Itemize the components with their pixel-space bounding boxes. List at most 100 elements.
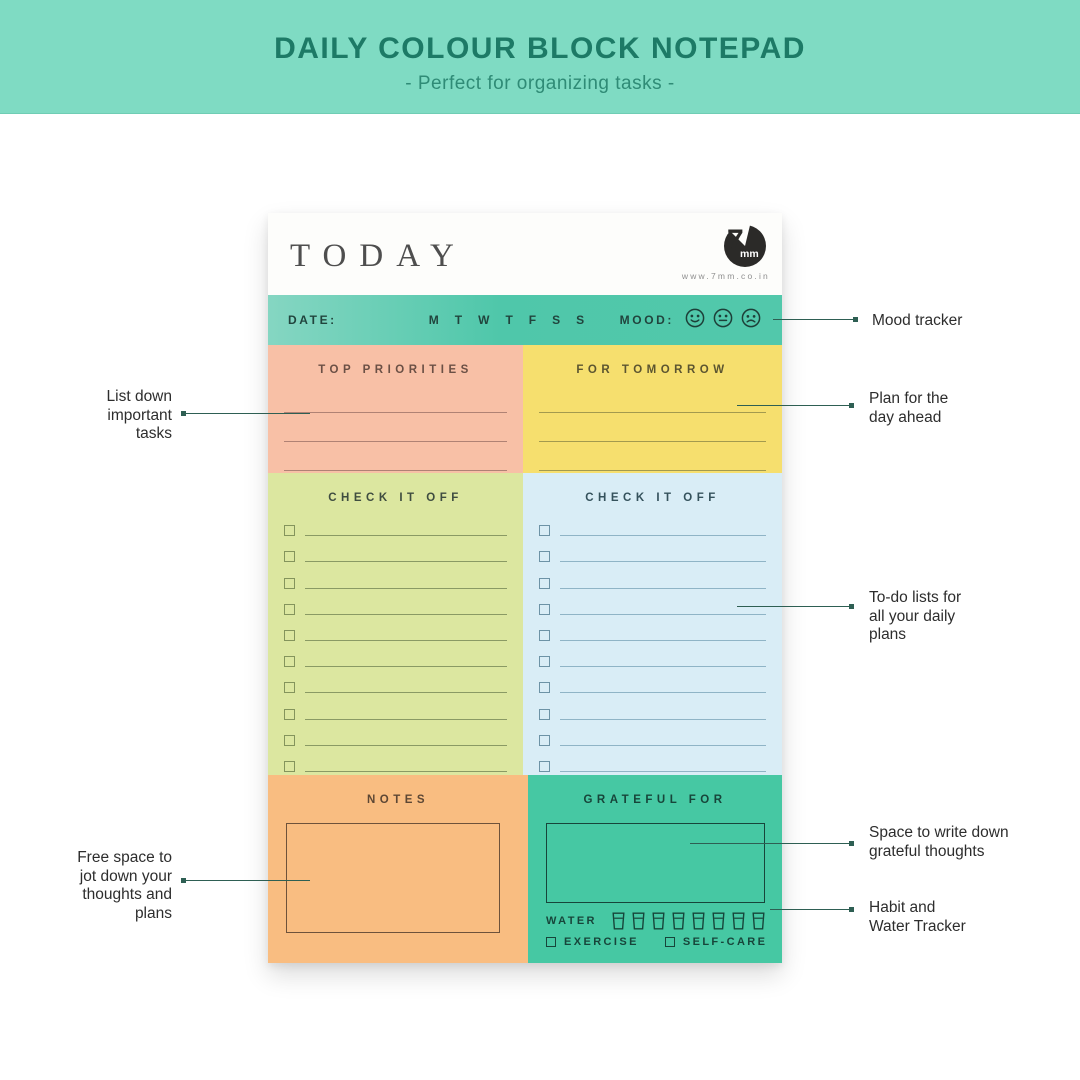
brand-7mm-logo-icon: 7 mm (718, 219, 766, 267)
writing-line (305, 561, 507, 563)
writing-line (284, 442, 507, 471)
water-cup-icon (671, 912, 686, 930)
callout-habit-water: Habit and Water Tracker (869, 899, 966, 935)
checkbox-icon (539, 525, 550, 537)
writing-line (284, 413, 507, 442)
checklist-row (539, 536, 766, 563)
priorities-callout-dot (181, 411, 186, 416)
writing-line (539, 413, 766, 442)
check-it-off-row: CHECK IT OFF CHECK IT OFF (268, 473, 782, 775)
brand-seven-text: 7 (727, 224, 744, 257)
banner-subtitle: - Perfect for organizing tasks - (405, 73, 675, 94)
tomorrow-callout-line (737, 405, 851, 406)
grateful-callout-dot (849, 841, 854, 846)
checklist-row (284, 641, 507, 668)
writing-line (305, 744, 507, 746)
top-priorities-lines (268, 376, 523, 471)
checkbox-icon (546, 937, 556, 947)
callout-list-down-tasks: List down important tasks (106, 388, 172, 442)
notepad-header: TODAY 7 mm www.7mm.co.in (268, 213, 782, 295)
checklist-row (539, 693, 766, 720)
weekday-letter: M (428, 313, 439, 327)
notes-grateful-row: NOTES GRATEFUL FOR WATER EXERCISE SELF-CA… (268, 775, 782, 963)
checklist-row (539, 510, 766, 537)
check-rows-left (268, 510, 523, 772)
writing-line (305, 718, 507, 720)
mood-label: MOOD: (619, 313, 674, 327)
checklist-row (284, 746, 507, 772)
water-callout-line (770, 909, 851, 910)
checkbox-icon (284, 629, 295, 641)
writing-line (560, 613, 766, 615)
water-cup-icon (731, 912, 746, 930)
writing-line (560, 639, 766, 641)
notes-block: NOTES (268, 775, 528, 963)
checkbox-icon (539, 603, 550, 615)
writing-line (560, 692, 766, 694)
checkbox-icon (284, 760, 295, 772)
happy-face-icon (684, 307, 706, 334)
checklist-row (539, 746, 766, 772)
notes-title: NOTES (366, 794, 430, 806)
grateful-writing-box (546, 823, 765, 903)
checkbox-icon (284, 682, 295, 694)
habits-row: EXERCISE SELF-CARE (546, 936, 782, 948)
habit-label: EXERCISE (564, 936, 639, 948)
grateful-block: GRATEFUL FOR WATER EXERCISE SELF-CARE (528, 775, 782, 963)
writing-line (305, 692, 507, 694)
writing-line (305, 770, 507, 772)
todo-callout-line (737, 606, 851, 607)
checkbox-icon (539, 734, 550, 746)
writing-line (284, 384, 507, 413)
callout-todo-lists: To-do lists for all your daily plans (869, 589, 962, 643)
checklist-row (284, 510, 507, 537)
checkbox-icon (539, 682, 550, 694)
water-cup-icon (691, 912, 706, 930)
water-cup-icon (711, 912, 726, 930)
writing-line (560, 535, 766, 537)
weekday-letter: S (576, 313, 585, 327)
weekday-letter: W (478, 313, 490, 327)
priorities-tomorrow-row: TOP PRIORITIES FOR TOMORROW (268, 345, 782, 473)
writing-line (560, 744, 766, 746)
callout-free-space: Free space to jot down your thoughts and… (77, 849, 172, 922)
for-tomorrow-block: FOR TOMORROW (523, 345, 782, 473)
writing-line (305, 639, 507, 641)
notes-writing-box (286, 823, 500, 933)
checklist-row (539, 641, 766, 668)
top-banner: DAILY COLOUR BLOCK NOTEPAD - Perfect for… (0, 0, 1080, 114)
neutral-face-icon (712, 307, 734, 334)
writing-line (305, 613, 507, 615)
checkbox-icon (539, 708, 550, 720)
checkbox-icon (539, 656, 550, 668)
checklist-row (284, 589, 507, 615)
writing-line (539, 442, 766, 471)
checklist-row (284, 615, 507, 641)
checklist-row (539, 589, 766, 615)
notes-callout-dot (181, 878, 186, 883)
brand-website: www.7mm.co.in (681, 271, 770, 281)
writing-line (539, 384, 766, 413)
water-cup-icon (631, 912, 646, 930)
checkbox-icon (284, 734, 295, 746)
sad-face-icon (740, 307, 762, 334)
banner-title: DAILY COLOUR BLOCK NOTEPAD (274, 32, 806, 65)
water-callout-dot (849, 907, 854, 912)
writing-line (560, 718, 766, 720)
habit-item: EXERCISE (546, 936, 639, 948)
priorities-callout-line (185, 413, 310, 414)
grateful-title: GRATEFUL FOR (583, 794, 727, 806)
habit-label: SELF-CARE (682, 936, 768, 948)
writing-line (560, 587, 766, 589)
check-it-off-left-title: CHECK IT OFF (328, 492, 463, 504)
mood-group: MOOD: (620, 307, 762, 334)
date-label: DATE: (288, 313, 337, 327)
check-rows-right (523, 510, 782, 772)
weekday-letter: S (552, 313, 561, 327)
check-it-off-right-block: CHECK IT OFF (523, 473, 782, 775)
todo-callout-dot (849, 604, 854, 609)
checklist-row (539, 562, 766, 589)
checklist-row (284, 562, 507, 589)
